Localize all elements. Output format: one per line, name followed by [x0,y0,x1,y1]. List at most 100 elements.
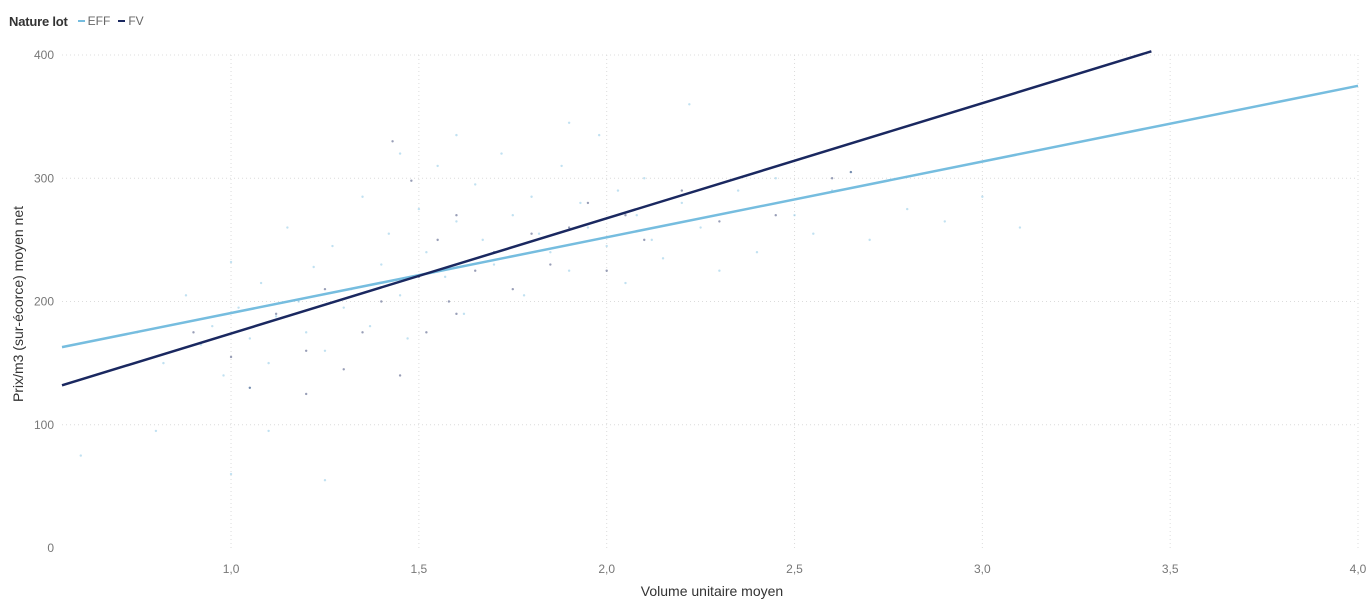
scatter-point-eff[interactable] [398,294,402,297]
scatter-point-eff[interactable] [530,195,533,198]
scatter-point-eff[interactable] [661,257,665,260]
scatter-point-eff[interactable] [248,386,252,389]
scatter-point-fv[interactable] [830,177,834,180]
scatter-point-fv[interactable] [549,263,552,266]
scatter-point-eff[interactable] [549,251,552,254]
scatter-point-eff[interactable] [462,312,466,316]
scatter-point-eff[interactable] [635,214,638,217]
scatter-point-eff[interactable] [331,244,334,248]
scatter-point-eff[interactable] [868,238,871,242]
scatter-point-eff[interactable] [481,238,484,242]
scatter-point-eff[interactable] [943,220,946,223]
scatter-point-eff[interactable] [387,232,391,235]
scatter-point-eff[interactable] [579,201,582,205]
scatter-point-eff[interactable] [492,263,496,266]
scatter-point-eff[interactable] [342,306,345,309]
scatter-point-fv[interactable] [425,331,428,334]
scatter-point-eff[interactable] [323,479,327,482]
scatter-point-eff[interactable] [736,189,740,192]
scatter-point-eff[interactable] [981,195,984,198]
legend-item-eff[interactable]: EFF [77,14,110,28]
scatter-point-fv[interactable] [455,214,458,217]
scatter-point-fv[interactable] [511,287,514,291]
scatter-point-eff[interactable] [522,294,526,297]
scatter-point-eff[interactable] [361,195,364,198]
scatter-point-eff[interactable] [380,263,383,266]
scatter-point-eff[interactable] [417,207,421,211]
scatter-point-fv[interactable] [361,331,364,334]
scatter-point-fv[interactable] [398,374,402,377]
scatter-point-fv[interactable] [229,355,233,359]
scatter-point-fv[interactable] [342,368,345,371]
scatter-point-eff[interactable] [229,260,233,264]
scatter-point-eff[interactable] [267,429,270,433]
trend-line-fv[interactable] [61,50,1152,387]
scatter-point-eff[interactable] [597,133,601,137]
scatter-point-eff[interactable] [567,269,571,272]
scatter-point-eff[interactable] [248,337,252,340]
scatter-point-fv[interactable] [380,300,383,303]
scatter-point-eff[interactable] [154,429,158,433]
scatter-point-fv[interactable] [436,238,439,242]
scatter-point-eff[interactable] [162,361,165,365]
scatter-point-eff[interactable] [267,361,270,365]
scatter-point-eff[interactable] [616,189,620,192]
scatter-point-fv[interactable] [391,140,394,143]
scatter-point-eff[interactable] [560,164,563,168]
scatter-point-eff[interactable] [699,226,702,229]
scatter-point-fv[interactable] [849,170,853,174]
scatter-point-eff[interactable] [1018,226,1022,229]
scatter-point-eff[interactable] [455,220,458,223]
scatter-point-eff[interactable] [304,331,308,334]
scatter-point-eff[interactable] [774,177,777,180]
scatter-point-fv[interactable] [304,349,308,352]
scatter-point-eff[interactable] [368,324,372,328]
scatter-point-eff[interactable] [425,251,428,254]
scatter-point-eff[interactable] [718,269,721,272]
scatter-point-eff[interactable] [237,306,240,309]
scatter-point-eff[interactable] [398,152,402,155]
scatter-point-eff[interactable] [511,214,514,217]
scatter-point-fv[interactable] [304,392,308,396]
scatter-point-eff[interactable] [500,152,503,155]
scatter-point-eff[interactable] [79,454,82,457]
scatter-point-eff[interactable] [812,232,815,235]
scatter-point-eff[interactable] [680,201,684,205]
scatter-point-eff[interactable] [567,121,571,124]
scatter-point-eff[interactable] [229,472,233,476]
scatter-point-eff[interactable] [849,170,853,174]
scatter-point-eff[interactable] [323,349,327,352]
scatter-point-eff[interactable] [586,226,590,229]
scatter-point-eff[interactable] [259,281,263,285]
scatter-point-eff[interactable] [643,177,646,180]
scatter-point-eff[interactable] [650,238,653,242]
scatter-point-fv[interactable] [624,214,627,217]
scatter-point-fv[interactable] [718,220,721,223]
scatter-point-fv[interactable] [474,269,477,272]
scatter-point-eff[interactable] [406,337,409,340]
scatter-point-eff[interactable] [755,251,759,254]
scatter-point-eff[interactable] [455,133,458,137]
scatter-point-fv[interactable] [447,300,451,303]
scatter-point-eff[interactable] [605,244,608,248]
scatter-point-fv[interactable] [567,226,571,229]
scatter-point-eff[interactable] [312,265,315,269]
legend-item-fv[interactable]: FV [118,14,144,28]
scatter-point-eff[interactable] [211,324,214,328]
scatter-point-fv[interactable] [455,312,458,316]
scatter-point-fv[interactable] [192,331,195,334]
scatter-point-eff[interactable] [184,294,188,297]
scatter-point-fv[interactable] [774,214,777,217]
scatter-point-eff[interactable] [443,275,447,279]
trend-line-eff[interactable] [61,84,1359,349]
scatter-point-fv[interactable] [586,201,590,205]
scatter-point-fv[interactable] [605,269,608,272]
scatter-point-eff[interactable] [297,300,300,303]
scatter-point-eff[interactable] [688,103,691,106]
scatter-point-eff[interactable] [286,226,289,229]
scatter-point-fv[interactable] [530,232,533,235]
scatter-point-eff[interactable] [537,232,541,235]
scatter-point-eff[interactable] [436,164,439,168]
scatter-point-eff[interactable] [906,207,909,211]
scatter-point-fv[interactable] [248,386,252,389]
